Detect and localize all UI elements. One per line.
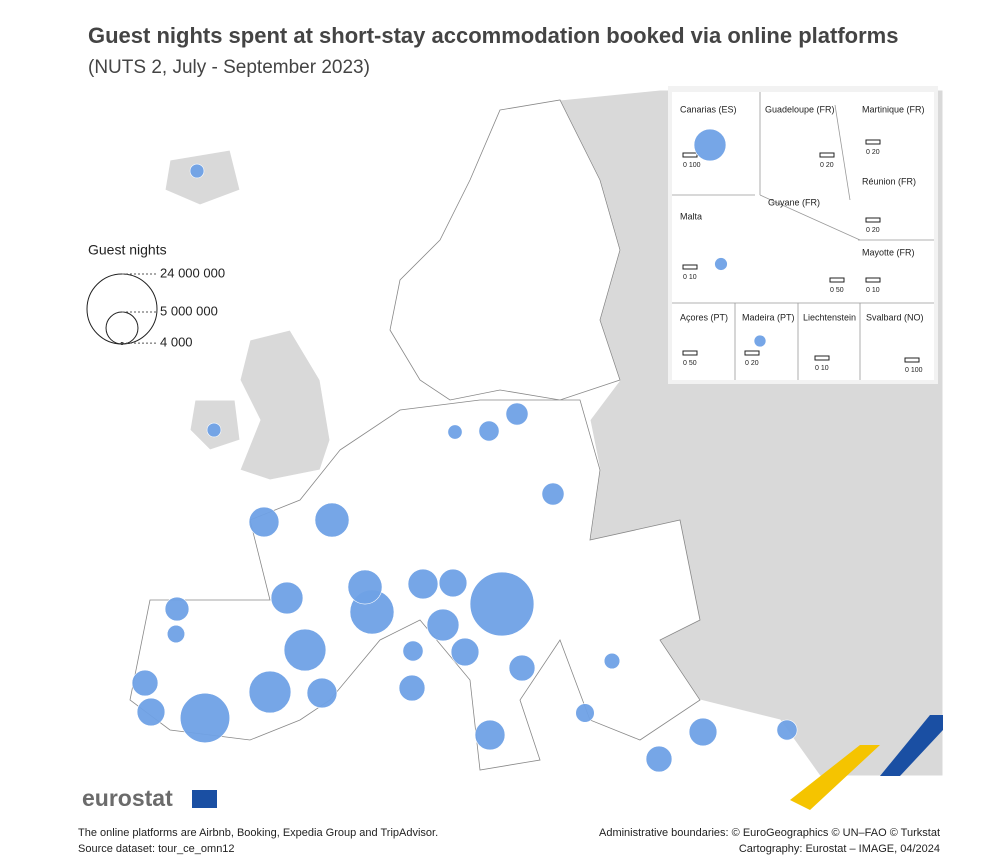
eu-flag [192,790,217,808]
inset-name: Malta [680,211,702,221]
bubble [505,402,529,426]
scale-label: 0 10 [815,365,829,372]
scale-bar [865,139,881,145]
bubble [478,420,500,442]
bubble [508,654,536,682]
bubble [603,652,621,670]
bubble [776,719,798,741]
scale-label: 0 20 [820,162,834,169]
inset-name: Guadeloupe (FR) [765,104,835,114]
scale-label: 0 10 [866,287,880,294]
bubble [450,637,480,667]
scale-bar [682,152,698,158]
inset-name: Madeira (PT) [742,312,795,322]
brand: eurostat [82,785,173,811]
scale-label: 0 20 [866,149,880,156]
inset-name: Açores (PT) [680,312,728,322]
bubble [164,596,190,622]
legend: Guest nights 24 000 000 5 000 000 4 000 [86,242,225,350]
scale-bar [904,357,920,363]
legend-title: Guest nights [88,242,167,258]
scale-bar [682,264,698,270]
scale-label: 0 20 [866,227,880,234]
bubble [541,482,565,506]
legend-label: 5 000 000 [160,303,218,318]
inset-name: Martinique (FR) [862,104,925,114]
scale-label: 0 100 [905,367,923,374]
cartography: Cartography: Eurostat – IMAGE, 04/2024 [739,843,940,855]
inset-name: Svalbard (NO) [866,312,924,322]
bubble [131,669,159,697]
scale-label: 0 100 [683,162,701,169]
bubble [688,717,718,747]
inset-name: Mayotte (FR) [862,247,915,257]
title: Guest nights spent at short-stay accommo… [88,23,898,48]
scale-label: 0 20 [745,360,759,367]
subtitle: (NUTS 2, July - September 2023) [88,57,370,78]
bubble [347,569,383,605]
bubble [447,424,463,440]
bubble [753,334,767,348]
inset-border [759,194,861,241]
bubble [314,502,350,538]
bubble [189,163,205,179]
scale-label: 0 10 [683,274,697,281]
scale-bar [744,350,760,356]
scale-bar [819,152,835,158]
deco [880,715,943,776]
scale-label: 0 50 [830,287,844,294]
inset-name: Réunion (FR) [862,176,916,186]
scale-bar [682,350,698,356]
legend-circle [105,311,139,345]
bubble [306,677,338,709]
bubble [407,568,439,600]
bubble [179,692,231,744]
bubble [398,674,426,702]
scale-bar [814,355,830,361]
bubble [402,640,424,662]
bubble [283,628,327,672]
inset-name: Canarias (ES) [680,104,737,114]
scale-label: 0 50 [683,360,697,367]
bubble [206,422,222,438]
inset-name: Guyane (FR) [768,197,820,207]
bubble [714,257,728,271]
bubble [136,697,166,727]
bubble [426,608,460,642]
bubble [469,571,535,637]
bubble [270,581,304,615]
source: Source dataset: tour_ce_omn12 [78,843,235,855]
bubbles [131,128,798,773]
note: The online platforms are Airbnb, Booking… [78,827,438,839]
legend-label: 24 000 000 [160,265,225,280]
deco [790,745,880,810]
bubble [575,703,595,723]
scale-bar [865,217,881,223]
boundaries: Administrative boundaries: © EuroGeograp… [599,827,940,839]
bubble [248,670,292,714]
inset-border [834,104,851,201]
bubble [693,128,727,162]
bubble [474,719,506,751]
inset-name: Liechtenstein [803,312,856,322]
bubble [248,506,280,538]
bubble [645,745,673,773]
legend-label: 4 000 [160,335,193,350]
bubble [438,568,468,598]
scale-bar [829,277,845,283]
bubble [166,624,186,644]
scale-bar [865,277,881,283]
